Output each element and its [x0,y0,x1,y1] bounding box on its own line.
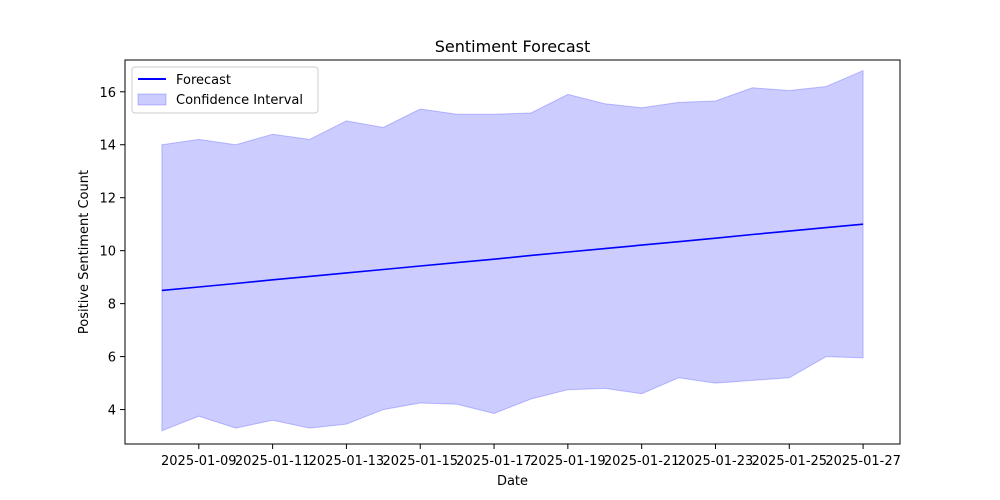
confidence-interval-band [161,69,864,432]
y-axis-label: Positive Sentiment Count [77,170,92,334]
legend-confidence-interval-label: Confidence Interval [176,93,303,108]
chart-title: Sentiment Forecast [435,37,591,56]
y-tick-label: 4 [108,404,116,419]
y-axis: 4 6 8 10 12 14 16 [99,86,125,419]
legend-forecast-label: Forecast [176,73,231,88]
x-tick-label: 2025-01-23 [678,454,754,469]
plot-area [161,69,864,432]
x-tick-label: 2025-01-25 [752,454,828,469]
x-axis: 2025-01-092025-01-112025-01-132025-01-15… [161,444,901,469]
y-tick-label: 6 [108,351,116,366]
plot-frame [124,59,901,445]
x-tick-label: 2025-01-11 [235,454,311,469]
y-tick-label: 14 [99,139,116,154]
forecast-line [161,223,864,292]
y-tick-label: 8 [108,298,116,313]
legend-confidence-interval-swatch [137,93,167,106]
x-tick-label: 2025-01-09 [161,454,237,469]
x-tick-label: 2025-01-21 [604,454,680,469]
y-tick-label: 10 [99,245,116,260]
legend-box [131,66,319,114]
x-tick-label: 2025-01-13 [309,454,385,469]
y-tick-label: 16 [99,86,116,101]
x-axis-label: Date [497,474,528,489]
x-tick-label: 2025-01-17 [456,454,532,469]
x-tick-label: 2025-01-27 [825,454,901,469]
legend: Forecast Confidence Interval [131,66,319,114]
x-tick-label: 2025-01-19 [530,454,606,469]
y-tick-label: 12 [99,192,116,207]
x-tick-label: 2025-01-15 [382,454,458,469]
